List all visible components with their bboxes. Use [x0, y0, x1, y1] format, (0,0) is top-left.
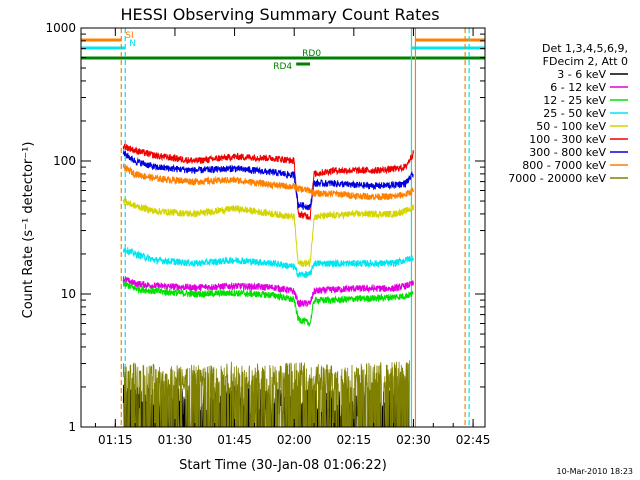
series-line-1 — [122, 275, 414, 308]
flag-label-si: SI — [125, 31, 133, 41]
series-line-4 — [122, 198, 414, 268]
legend-header-1: FDecim 2, Att 0 — [543, 55, 628, 68]
vertical-markers — [120, 28, 470, 427]
y-tick-label-0: 1 — [68, 420, 76, 434]
series-line-5 — [122, 143, 414, 221]
x-tick-label-4: 02:15 — [337, 433, 372, 447]
y-axis-ticks: 1 10 100 1000 — [45, 21, 485, 434]
legend-entry-0: 3 - 6 keV — [557, 68, 606, 81]
flag-label-rd0: RD0 — [302, 49, 321, 59]
x-tick-label-0: 01:15 — [98, 433, 133, 447]
legend-entry-1: 6 - 12 keV — [550, 81, 606, 94]
plot-frame — [80, 27, 486, 428]
legend-entry-4: 50 - 100 keV — [536, 120, 606, 133]
legend-entry-2: 12 - 25 keV — [543, 94, 606, 107]
legend-entry-7: 800 - 7000 keV — [522, 159, 606, 172]
x-tick-label-2: 01:45 — [217, 433, 252, 447]
series-line-8 — [122, 360, 410, 427]
observing-flags: SIN RD0 RD4 — [81, 31, 485, 72]
x-tick-label-3: 02:00 — [277, 433, 312, 447]
y-axis-label: Count Rate (s⁻¹ detector⁻¹) — [21, 142, 36, 319]
legend: Det 1,3,4,5,6,9,FDecim 2, Att 03 - 6 keV… — [508, 42, 628, 185]
series-line-3 — [122, 246, 414, 279]
x-axis-label: Start Time (30-Jan-08 01:06:22) — [179, 458, 387, 473]
y-tick-label-3: 1000 — [45, 21, 76, 35]
legend-header-0: Det 1,3,4,5,6,9, — [542, 42, 628, 55]
series-line-7 — [122, 162, 414, 201]
chart-title: HESSI Observing Summary Count Rates — [120, 5, 439, 24]
series-lines — [122, 143, 414, 427]
legend-entry-6: 300 - 800 keV — [529, 146, 606, 159]
series-line-6 — [122, 150, 414, 211]
footer-timestamp: 10-Mar-2010 18:23 — [557, 467, 634, 476]
legend-entry-8: 7000 - 20000 keV — [508, 172, 606, 185]
y-tick-label-2: 100 — [53, 154, 76, 168]
series-line-2 — [122, 280, 414, 327]
y-tick-label-1: 10 — [61, 287, 76, 301]
x-tick-label-1: 01:30 — [158, 433, 193, 447]
flag-label-n: N — [129, 39, 136, 49]
legend-entry-5: 100 - 300 keV — [529, 133, 606, 146]
x-tick-label-6: 02:45 — [456, 433, 491, 447]
flag-label-rd4: RD4 — [273, 62, 292, 72]
x-tick-label-5: 02:30 — [396, 433, 431, 447]
legend-entry-3: 25 - 50 keV — [543, 107, 606, 120]
x-axis-ticks: 01:15 01:30 01:45 02:00 02:15 02:30 02:45 — [94, 28, 491, 447]
